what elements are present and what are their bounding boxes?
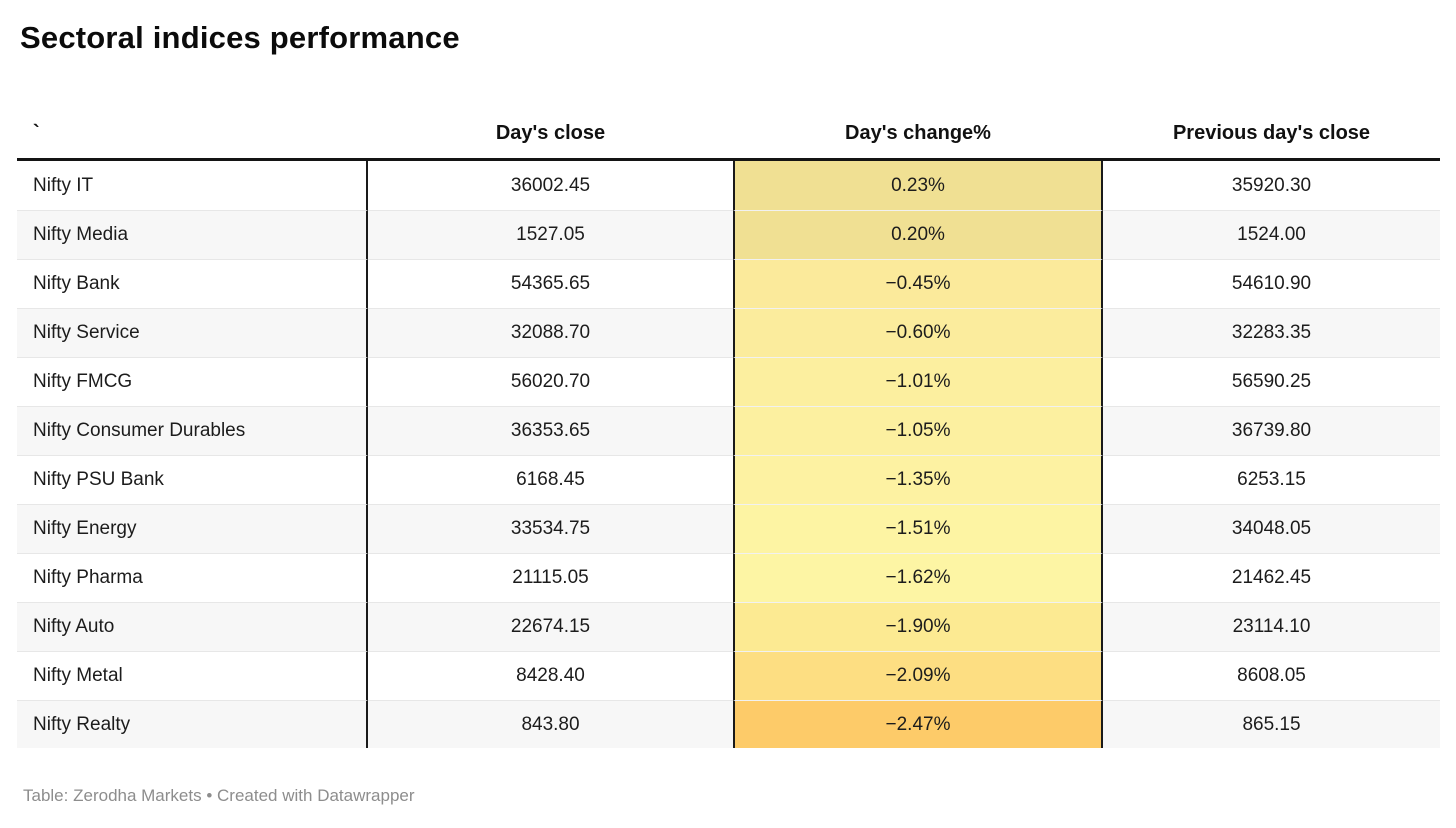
table-row: Nifty Media 1527.05 0.20% 1524.00 [17, 210, 1440, 259]
table-row: Nifty Bank 54365.65 −0.45% 54610.90 [17, 259, 1440, 308]
days-change-cell: −1.62% [733, 553, 1103, 602]
days-close-cell: 8428.40 [368, 651, 733, 700]
days-close-cell: 6168.45 [368, 455, 733, 504]
header-index-name: ` [33, 122, 40, 144]
days-change-cell: 0.23% [733, 161, 1103, 210]
index-name-cell: Nifty Energy [17, 504, 368, 553]
days-change-cell: 0.20% [733, 210, 1103, 259]
prev-close-cell: 56590.25 [1103, 357, 1440, 406]
index-name-cell: Nifty Auto [17, 602, 368, 651]
index-name-cell: Nifty Service [17, 308, 368, 357]
days-close-cell: 33534.75 [368, 504, 733, 553]
days-change-cell: −2.47% [733, 700, 1103, 748]
index-name-cell: Nifty IT [17, 161, 368, 210]
days-change-cell: −1.90% [733, 602, 1103, 651]
index-name-cell: Nifty Pharma [17, 553, 368, 602]
table-row: Nifty Service 32088.70 −0.60% 32283.35 [17, 308, 1440, 357]
prev-close-cell: 865.15 [1103, 700, 1440, 748]
table-footer: Table: Zerodha Markets • Created with Da… [23, 786, 415, 806]
index-name-cell: Nifty PSU Bank [17, 455, 368, 504]
table-row: Nifty Energy 33534.75 −1.51% 34048.05 [17, 504, 1440, 553]
prev-close-cell: 32283.35 [1103, 308, 1440, 357]
days-change-cell: −0.60% [733, 308, 1103, 357]
prev-close-cell: 8608.05 [1103, 651, 1440, 700]
prev-close-cell: 6253.15 [1103, 455, 1440, 504]
table-body: Nifty IT 36002.45 0.23% 35920.30 Nifty M… [17, 161, 1440, 748]
header-days-close: Day's close [495, 122, 606, 144]
days-close-cell: 54365.65 [368, 259, 733, 308]
table-row: Nifty IT 36002.45 0.23% 35920.30 [17, 161, 1440, 210]
footer-separator: • [206, 786, 213, 805]
index-name-cell: Nifty Bank [17, 259, 368, 308]
index-name-cell: Nifty Realty [17, 700, 368, 748]
table-row: Nifty PSU Bank 6168.45 −1.35% 6253.15 [17, 455, 1440, 504]
days-close-cell: 1527.05 [368, 210, 733, 259]
prev-close-cell: 23114.10 [1103, 602, 1440, 651]
table-row: Nifty Pharma 21115.05 −1.62% 21462.45 [17, 553, 1440, 602]
days-close-cell: 843.80 [368, 700, 733, 748]
table-header-row: ` Day's close Day's change% Previous day… [17, 100, 1440, 161]
prev-close-cell: 35920.30 [1231, 174, 1312, 196]
footer-source-link[interactable]: Zerodha Markets [73, 786, 202, 805]
footer-source-label: Table: [23, 786, 69, 805]
prev-close-cell: 54610.90 [1103, 259, 1440, 308]
footer-datawrapper-link[interactable]: Created with Datawrapper [217, 786, 415, 805]
prev-close-cell: 34048.05 [1103, 504, 1440, 553]
header-days-change: Day's change% [845, 122, 991, 144]
prev-close-cell: 21462.45 [1103, 553, 1440, 602]
days-close-cell: 22674.15 [368, 602, 733, 651]
sectoral-indices-table: ` Day's close Day's change% Previous day… [17, 100, 1440, 748]
days-change-cell: −1.51% [733, 504, 1103, 553]
table-row: Nifty Auto 22674.15 −1.90% 23114.10 [17, 602, 1440, 651]
table-row: Nifty Realty 843.80 −2.47% 865.15 [17, 700, 1440, 748]
prev-close-cell: 36739.80 [1103, 406, 1440, 455]
days-close-cell: 32088.70 [368, 308, 733, 357]
days-close-cell: 21115.05 [368, 553, 733, 602]
page-title: Sectoral indices performance [20, 20, 460, 55]
index-name-cell: Nifty Consumer Durables [17, 406, 368, 455]
days-close-cell: 36353.65 [368, 406, 733, 455]
prev-close-cell: 1524.00 [1103, 210, 1440, 259]
days-close-cell: 56020.70 [368, 357, 733, 406]
index-name-cell: Nifty Metal [17, 651, 368, 700]
index-name-cell: Nifty FMCG [17, 357, 368, 406]
table-row: Nifty Consumer Durables 36353.65 −1.05% … [17, 406, 1440, 455]
days-change-cell: −1.01% [733, 357, 1103, 406]
table-row: Nifty FMCG 56020.70 −1.01% 56590.25 [17, 357, 1440, 406]
days-change-cell: −1.35% [733, 455, 1103, 504]
days-change-cell: −1.05% [733, 406, 1103, 455]
days-change-cell: −0.45% [733, 259, 1103, 308]
header-previous-close: Previous day's close [1172, 122, 1371, 144]
table-row: Nifty Metal 8428.40 −2.09% 8608.05 [17, 651, 1440, 700]
index-name-cell: Nifty Media [17, 210, 368, 259]
days-change-cell: −2.09% [733, 651, 1103, 700]
days-close-cell: 36002.45 [510, 174, 591, 196]
